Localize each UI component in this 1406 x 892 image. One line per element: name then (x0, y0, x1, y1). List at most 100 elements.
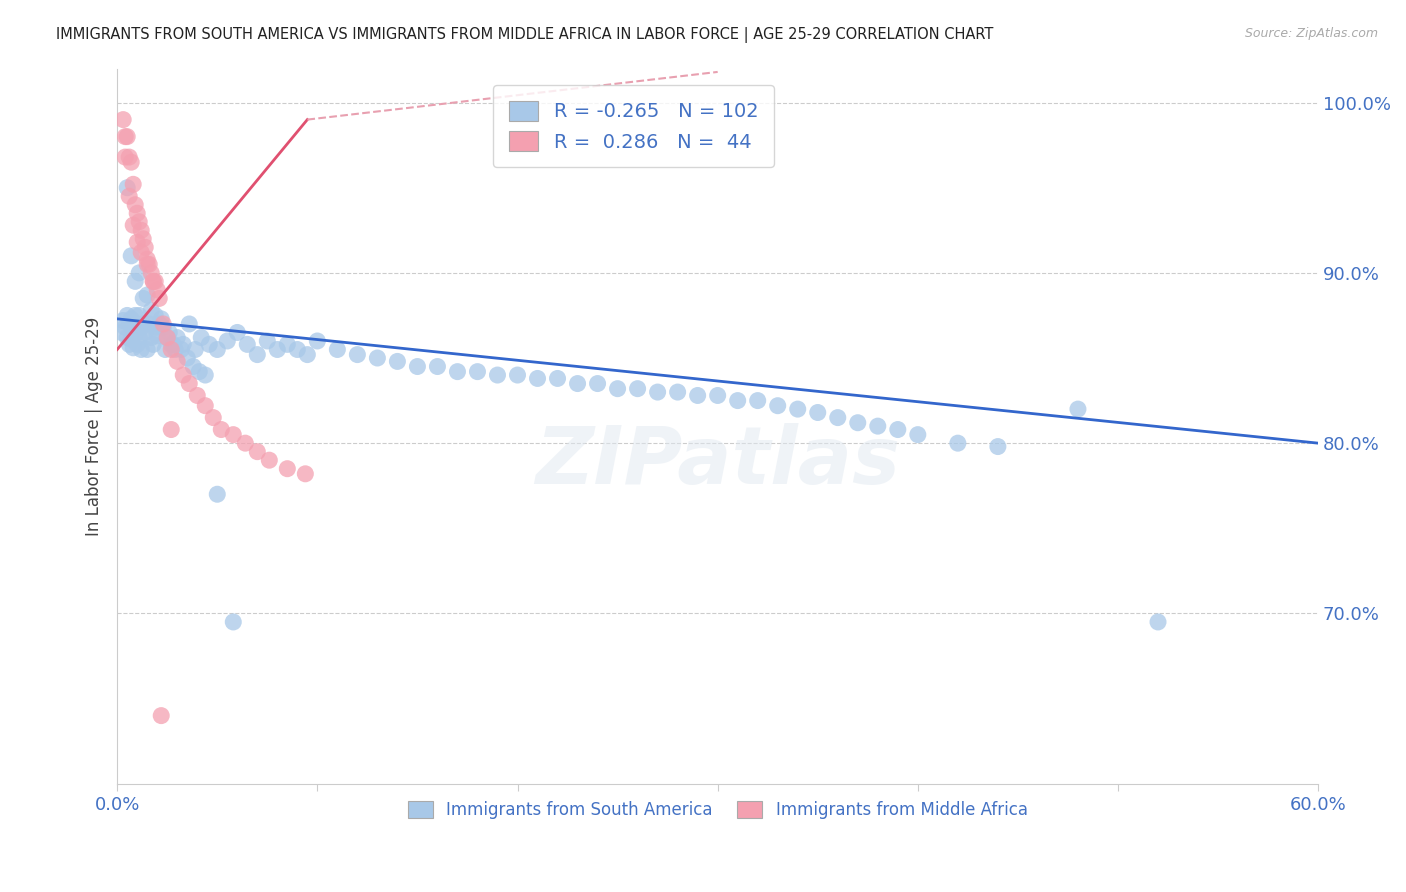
Point (285, 343, 308, 357)
Point (162, 337, 184, 351)
Point (152, 317, 174, 331)
Point (887, 423, 910, 437)
Point (120, 311, 142, 326)
Point (115, 309, 138, 323)
Point (112, 112, 135, 127)
Point (114, 150, 136, 164)
Point (294, 467, 316, 481)
Point (129, 223, 152, 237)
Point (120, 332, 142, 346)
Point (115, 180, 138, 194)
Point (194, 399, 217, 413)
Point (807, 405, 830, 419)
Point (134, 240, 156, 254)
Point (128, 215, 150, 229)
Point (142, 337, 165, 351)
Point (179, 376, 201, 391)
Point (387, 354, 409, 368)
Point (547, 371, 569, 385)
Point (727, 393, 749, 408)
Point (124, 198, 146, 212)
Point (846, 416, 869, 430)
Text: IMMIGRANTS FROM SOUTH AMERICA VS IMMIGRANTS FROM MIDDLE AFRICA IN LABOR FORCE | : IMMIGRANTS FROM SOUTH AMERICA VS IMMIGRA… (56, 27, 994, 43)
Point (907, 427, 929, 442)
Point (233, 436, 256, 450)
Point (207, 487, 229, 501)
Point (406, 359, 429, 374)
Point (236, 337, 259, 351)
Point (143, 320, 166, 334)
Legend: Immigrants from South America, Immigrants from Middle Africa: Immigrants from South America, Immigrant… (401, 794, 1035, 825)
Point (110, 326, 132, 340)
Point (138, 257, 160, 271)
Point (141, 266, 163, 280)
Point (246, 348, 269, 362)
Point (124, 309, 146, 323)
Point (946, 436, 969, 450)
Point (157, 326, 180, 340)
Point (155, 343, 177, 357)
Point (138, 317, 160, 331)
Point (666, 385, 689, 400)
Point (209, 423, 232, 437)
Point (127, 337, 149, 351)
Point (307, 334, 329, 348)
Point (132, 317, 155, 331)
Point (194, 368, 217, 382)
Point (114, 320, 136, 334)
Point (143, 309, 166, 323)
Point (166, 330, 188, 344)
Point (160, 343, 183, 357)
Point (118, 317, 141, 331)
Point (866, 419, 889, 434)
Point (136, 343, 159, 357)
Point (567, 376, 589, 391)
Point (146, 329, 169, 343)
Point (122, 178, 145, 192)
Point (827, 410, 849, 425)
Point (129, 320, 152, 334)
Point (586, 376, 609, 391)
Point (129, 343, 152, 357)
Point (172, 337, 194, 351)
Point (136, 288, 159, 302)
Point (207, 343, 229, 357)
Point (190, 330, 212, 344)
Point (202, 410, 225, 425)
Point (606, 382, 628, 396)
Point (467, 365, 489, 379)
Point (114, 129, 136, 144)
Point (222, 615, 245, 629)
Point (128, 309, 150, 323)
Point (170, 343, 193, 357)
Point (118, 337, 141, 351)
Point (124, 274, 146, 288)
Point (150, 311, 173, 326)
Point (486, 368, 509, 382)
Point (136, 257, 159, 271)
Point (115, 330, 138, 344)
Point (506, 368, 529, 382)
Point (259, 453, 281, 467)
Point (148, 292, 170, 306)
Point (120, 249, 142, 263)
Point (188, 365, 211, 379)
Point (132, 232, 155, 246)
Point (160, 337, 183, 351)
Point (256, 334, 278, 348)
Point (146, 283, 169, 297)
Point (152, 320, 174, 334)
Point (132, 292, 155, 306)
Point (166, 354, 188, 368)
Point (127, 317, 149, 331)
Point (446, 365, 468, 379)
Text: ZIPatlas: ZIPatlas (536, 423, 900, 501)
Point (127, 206, 149, 220)
Point (226, 326, 249, 340)
Point (156, 330, 179, 344)
Point (160, 423, 183, 437)
Point (128, 266, 150, 280)
Point (706, 388, 728, 402)
Point (156, 330, 179, 344)
Point (181, 359, 204, 374)
